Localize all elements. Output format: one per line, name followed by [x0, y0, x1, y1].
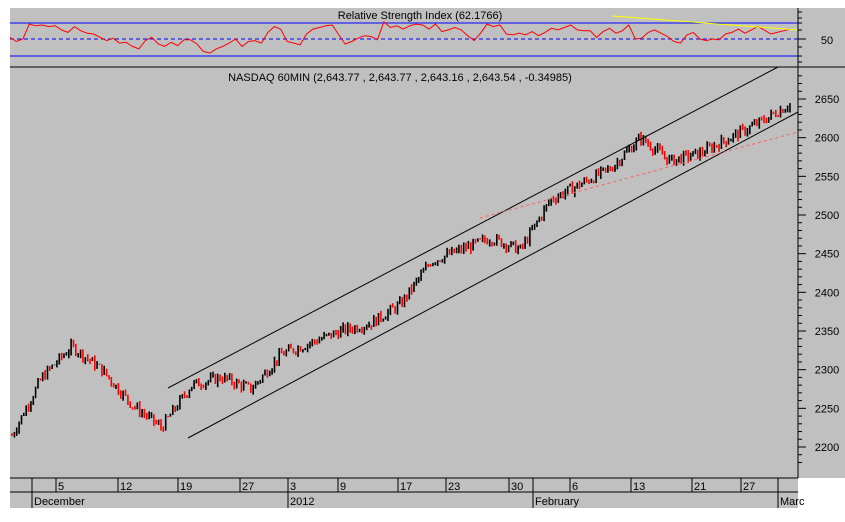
rsi-axis-label-50: 50 — [821, 35, 833, 47]
rsi-panel[interactable]: Relative Strength Index (62.1766) — [9, 10, 799, 57]
x-tick-day: 13 — [633, 481, 645, 493]
y-tick-label: 2450 — [815, 249, 839, 261]
y-tick-label: 2650 — [815, 94, 839, 106]
axis-corner — [798, 478, 845, 517]
rsi-line — [9, 20, 791, 54]
rsi-title: Relative Strength Index (62.1766) — [338, 10, 503, 22]
channel-upper-line — [167, 66, 779, 389]
x-tick-day: 6 — [572, 481, 578, 493]
y-tick-label: 2400 — [815, 287, 839, 299]
y-tick-label: 2200 — [815, 442, 839, 454]
x-tick-day: 30 — [511, 481, 523, 493]
price-title: NASDAQ 60MIN (2,643.77 , 2,643.77 , 2,64… — [228, 72, 572, 84]
y-tick-label: 2250 — [815, 403, 839, 415]
x-tick-day: 27 — [242, 481, 254, 493]
x-tick-day: 17 — [400, 481, 412, 493]
x-tick-month: Marc — [780, 496, 805, 508]
y-tick-label: 2350 — [815, 326, 839, 338]
price-axis — [797, 8, 806, 478]
x-tick-month: February — [535, 496, 580, 508]
x-tick-day: 9 — [340, 481, 346, 493]
price-panel[interactable]: NASDAQ 60MIN (2,643.77 , 2,643.77 , 2,64… — [11, 66, 799, 439]
dashed-support-line — [479, 131, 799, 219]
y-tick-label: 2600 — [815, 133, 839, 145]
x-tick-day: 21 — [694, 481, 706, 493]
y-tick-label: 2500 — [815, 210, 839, 222]
rsi-trendline — [611, 15, 799, 31]
x-tick-day: 23 — [448, 481, 460, 493]
y-tick-label: 2300 — [815, 365, 839, 377]
y-tick-label: 2550 — [815, 171, 839, 183]
x-tick-day: 5 — [58, 481, 64, 493]
x-tick-day: 27 — [743, 481, 755, 493]
chart-background — [10, 8, 845, 508]
channel-lower-line — [187, 111, 799, 439]
ohlc-bars — [11, 103, 791, 438]
x-tick-month: 2012 — [290, 496, 314, 508]
x-tick-day: 19 — [180, 481, 192, 493]
x-tick-day: 12 — [120, 481, 132, 493]
date-axis — [10, 477, 798, 508]
x-tick-day: 3 — [290, 481, 296, 493]
x-tick-month: December — [34, 496, 85, 508]
